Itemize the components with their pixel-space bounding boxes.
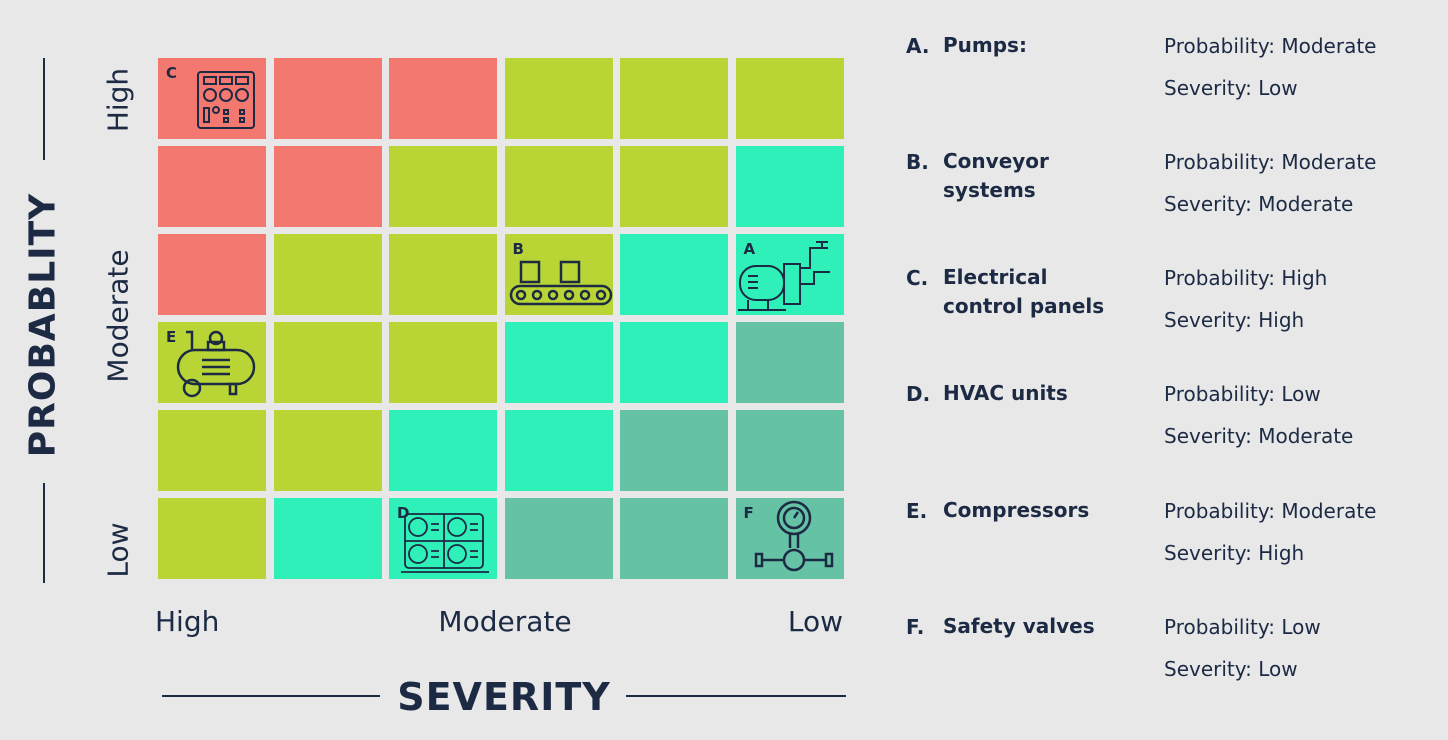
y-label-low: Low: [101, 522, 135, 578]
legend-name: Compressors: [943, 498, 1090, 522]
legend-name: Pumps:: [943, 33, 1027, 57]
matrix-cell: [504, 146, 613, 227]
matrix-cell: [273, 498, 382, 579]
x-axis-line-left: [162, 695, 380, 697]
legend-name: HVAC units: [943, 381, 1068, 405]
marker-letter: C: [166, 64, 178, 82]
matrix-cell: [273, 58, 382, 139]
x-label-high: High: [155, 605, 220, 638]
y-axis-line-bottom: [43, 483, 45, 583]
legend-letter: B.: [906, 150, 929, 174]
matrix-cell: [735, 410, 844, 491]
legend-name: Conveyor systems: [943, 149, 1049, 202]
legend-name: Safety valves: [943, 614, 1095, 638]
matrix-cell: [504, 498, 613, 579]
marker-letter: A: [743, 240, 756, 258]
legend-severity: Severity: Low: [1164, 657, 1298, 681]
matrix-cell: [158, 234, 266, 315]
matrix-cell: C: [158, 58, 266, 139]
y-axis-line-top: [43, 58, 45, 160]
y-label-moderate: Moderate: [101, 249, 135, 383]
matrix-cell: B: [504, 234, 613, 315]
matrix-cell: [273, 234, 382, 315]
legend-severity: Severity: Low: [1164, 76, 1298, 100]
legend-letter: C.: [906, 266, 929, 290]
matrix-cell: A: [735, 234, 844, 315]
matrix-cell: [735, 146, 844, 227]
legend-letter: D.: [906, 382, 931, 406]
marker-letter: F: [743, 504, 754, 522]
legend-probability: Probability: Moderate: [1164, 150, 1377, 174]
legend-severity: Severity: Moderate: [1164, 424, 1354, 448]
matrix-cell: [389, 322, 497, 403]
matrix-cell: [504, 58, 613, 139]
matrix-cell: [158, 146, 266, 227]
marker-letter: D: [397, 504, 410, 522]
legend-severity: Severity: Moderate: [1164, 192, 1354, 216]
legend-letter: A.: [906, 34, 930, 58]
matrix-cell: [504, 410, 613, 491]
matrix-cell: [158, 498, 266, 579]
matrix-cell: [735, 322, 844, 403]
legend-probability: Probability: Low: [1164, 615, 1321, 639]
matrix-cell: [620, 410, 728, 491]
y-label-high: High: [101, 67, 135, 133]
matrix-cell: [389, 410, 497, 491]
legend-letter: F.: [906, 615, 925, 639]
x-label-moderate: Moderate: [438, 605, 572, 638]
matrix-cell: [620, 58, 728, 139]
y-axis-title: PROBABLITY: [22, 192, 64, 458]
matrix-cell: [389, 234, 497, 315]
matrix-cell: [620, 322, 728, 403]
x-axis-title: SEVERITY: [397, 675, 611, 719]
matrix-cell: [389, 146, 497, 227]
legend-severity: Severity: High: [1164, 308, 1305, 332]
matrix-cell: [389, 58, 497, 139]
marker-letter: B: [512, 240, 524, 258]
legend-probability: Probability: Moderate: [1164, 499, 1377, 523]
x-axis-line-right: [626, 695, 846, 697]
marker-letter: E: [166, 328, 177, 346]
matrix-cell: D: [389, 498, 497, 579]
matrix-cell: [620, 498, 728, 579]
matrix-cell: [735, 58, 844, 139]
legend-probability: Probability: Moderate: [1164, 34, 1377, 58]
matrix-cell: [620, 234, 728, 315]
legend-probability: Probability: Low: [1164, 382, 1321, 406]
matrix-cell: F: [735, 498, 844, 579]
matrix-cell: [273, 410, 382, 491]
matrix-cell: E: [158, 322, 266, 403]
legend-probability: Probability: High: [1164, 266, 1328, 290]
matrix-cell: [273, 322, 382, 403]
legend-letter: E.: [906, 499, 928, 523]
legend-name: Electrical control panels: [943, 265, 1105, 318]
matrix-cell: [273, 146, 382, 227]
matrix-cell: [620, 146, 728, 227]
x-label-low: Low: [787, 605, 843, 638]
matrix-cell: [158, 410, 266, 491]
matrix-cell: [504, 322, 613, 403]
risk-matrix: C B A E D F: [158, 58, 844, 579]
legend-severity: Severity: High: [1164, 541, 1305, 565]
